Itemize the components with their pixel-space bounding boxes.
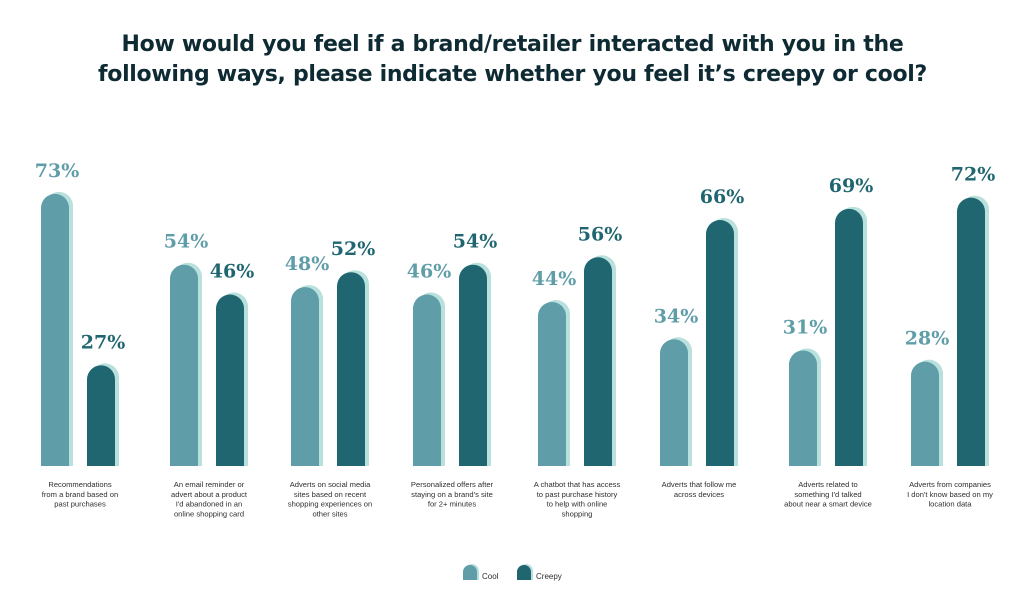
value-label-creepy: 52% [331, 238, 376, 260]
legend-item-cool: Cool [463, 564, 499, 581]
bar-group: 48%52% Adverts on social media sites based… [285, 238, 376, 518]
category-label: Adverts from companies I don't know based… [907, 480, 993, 509]
category-label: A chatbot that has access to past purchas… [534, 480, 621, 518]
bar-group: 46%54% Personalized offers after staying o… [407, 231, 498, 509]
bar-cool [789, 350, 817, 466]
category-label: Adverts on social media sites based on re… [288, 480, 372, 518]
bar-cool [413, 294, 441, 466]
value-label-cool: 31% [783, 316, 828, 338]
legend-label: Cool [482, 572, 499, 581]
bar-creepy [337, 272, 365, 466]
value-label-cool: 28% [905, 328, 950, 350]
bar-creepy [584, 257, 612, 466]
value-label-cool: 73% [35, 160, 80, 182]
value-label-cool: 46% [407, 261, 452, 283]
legend-swatch [463, 565, 477, 580]
category-label: Adverts related to something I'd talked ab… [784, 480, 872, 509]
bar-group: 34% 66% Adverts that follow me across devic… [654, 186, 745, 499]
bar-cool [41, 193, 69, 466]
bar-creepy [706, 220, 734, 466]
bar-group: 54%46% An email reminder or advert about a… [164, 231, 255, 519]
bar-cool [911, 361, 939, 466]
category-label: Adverts that follow me across devices [662, 480, 737, 499]
bar-cool [170, 264, 198, 466]
bar-creepy [216, 294, 244, 466]
bar-group: 28% 72% Adverts from companies I don't know… [905, 164, 996, 509]
legend-item-creepy: Creepy [517, 564, 562, 581]
bar-group: 31% 69% Adverts related to something I'd ta… [783, 175, 874, 509]
value-label-creepy: 54% [453, 231, 498, 253]
value-label-creepy: 46% [210, 261, 255, 283]
value-label-cool: 34% [654, 305, 699, 327]
category-label: An email reminder or advert about a produ… [171, 480, 248, 518]
chart-title-line-2: following ways, please indicate whether … [97, 62, 928, 87]
legend-swatch [517, 565, 531, 580]
bar-creepy [459, 264, 487, 466]
value-label-cool: 44% [532, 268, 577, 290]
value-label-cool: 54% [164, 231, 209, 253]
value-label-creepy: 56% [578, 223, 623, 245]
bar-cool [291, 287, 319, 466]
value-label-cool: 48% [285, 253, 330, 275]
value-label-creepy: 69% [829, 175, 874, 197]
chart-title: How would you feel if a brand/retailer i… [0, 30, 1025, 90]
bar-group: 44% 56% A chatbot that has access to past p… [532, 223, 623, 518]
bar-cool [660, 339, 688, 466]
legend-label: Creepy [536, 572, 562, 581]
value-label-creepy: 72% [951, 164, 996, 186]
bar-cool [538, 302, 566, 466]
value-label-creepy: 66% [700, 186, 745, 208]
category-label: Personalized offers after staying on a br… [411, 480, 494, 509]
value-label-creepy: 27% [81, 331, 126, 353]
bar-creepy [957, 197, 985, 467]
category-label: Recommendations from a brand based on past… [42, 480, 118, 509]
bar-creepy [87, 365, 115, 466]
legend: Cool Creepy [463, 564, 562, 581]
bar-group: 73% 27% Recommendations from a brand based … [35, 160, 126, 509]
bar-creepy [835, 208, 863, 466]
chart-title-line-1: How would you feel if a brand/retailer i… [121, 32, 904, 57]
